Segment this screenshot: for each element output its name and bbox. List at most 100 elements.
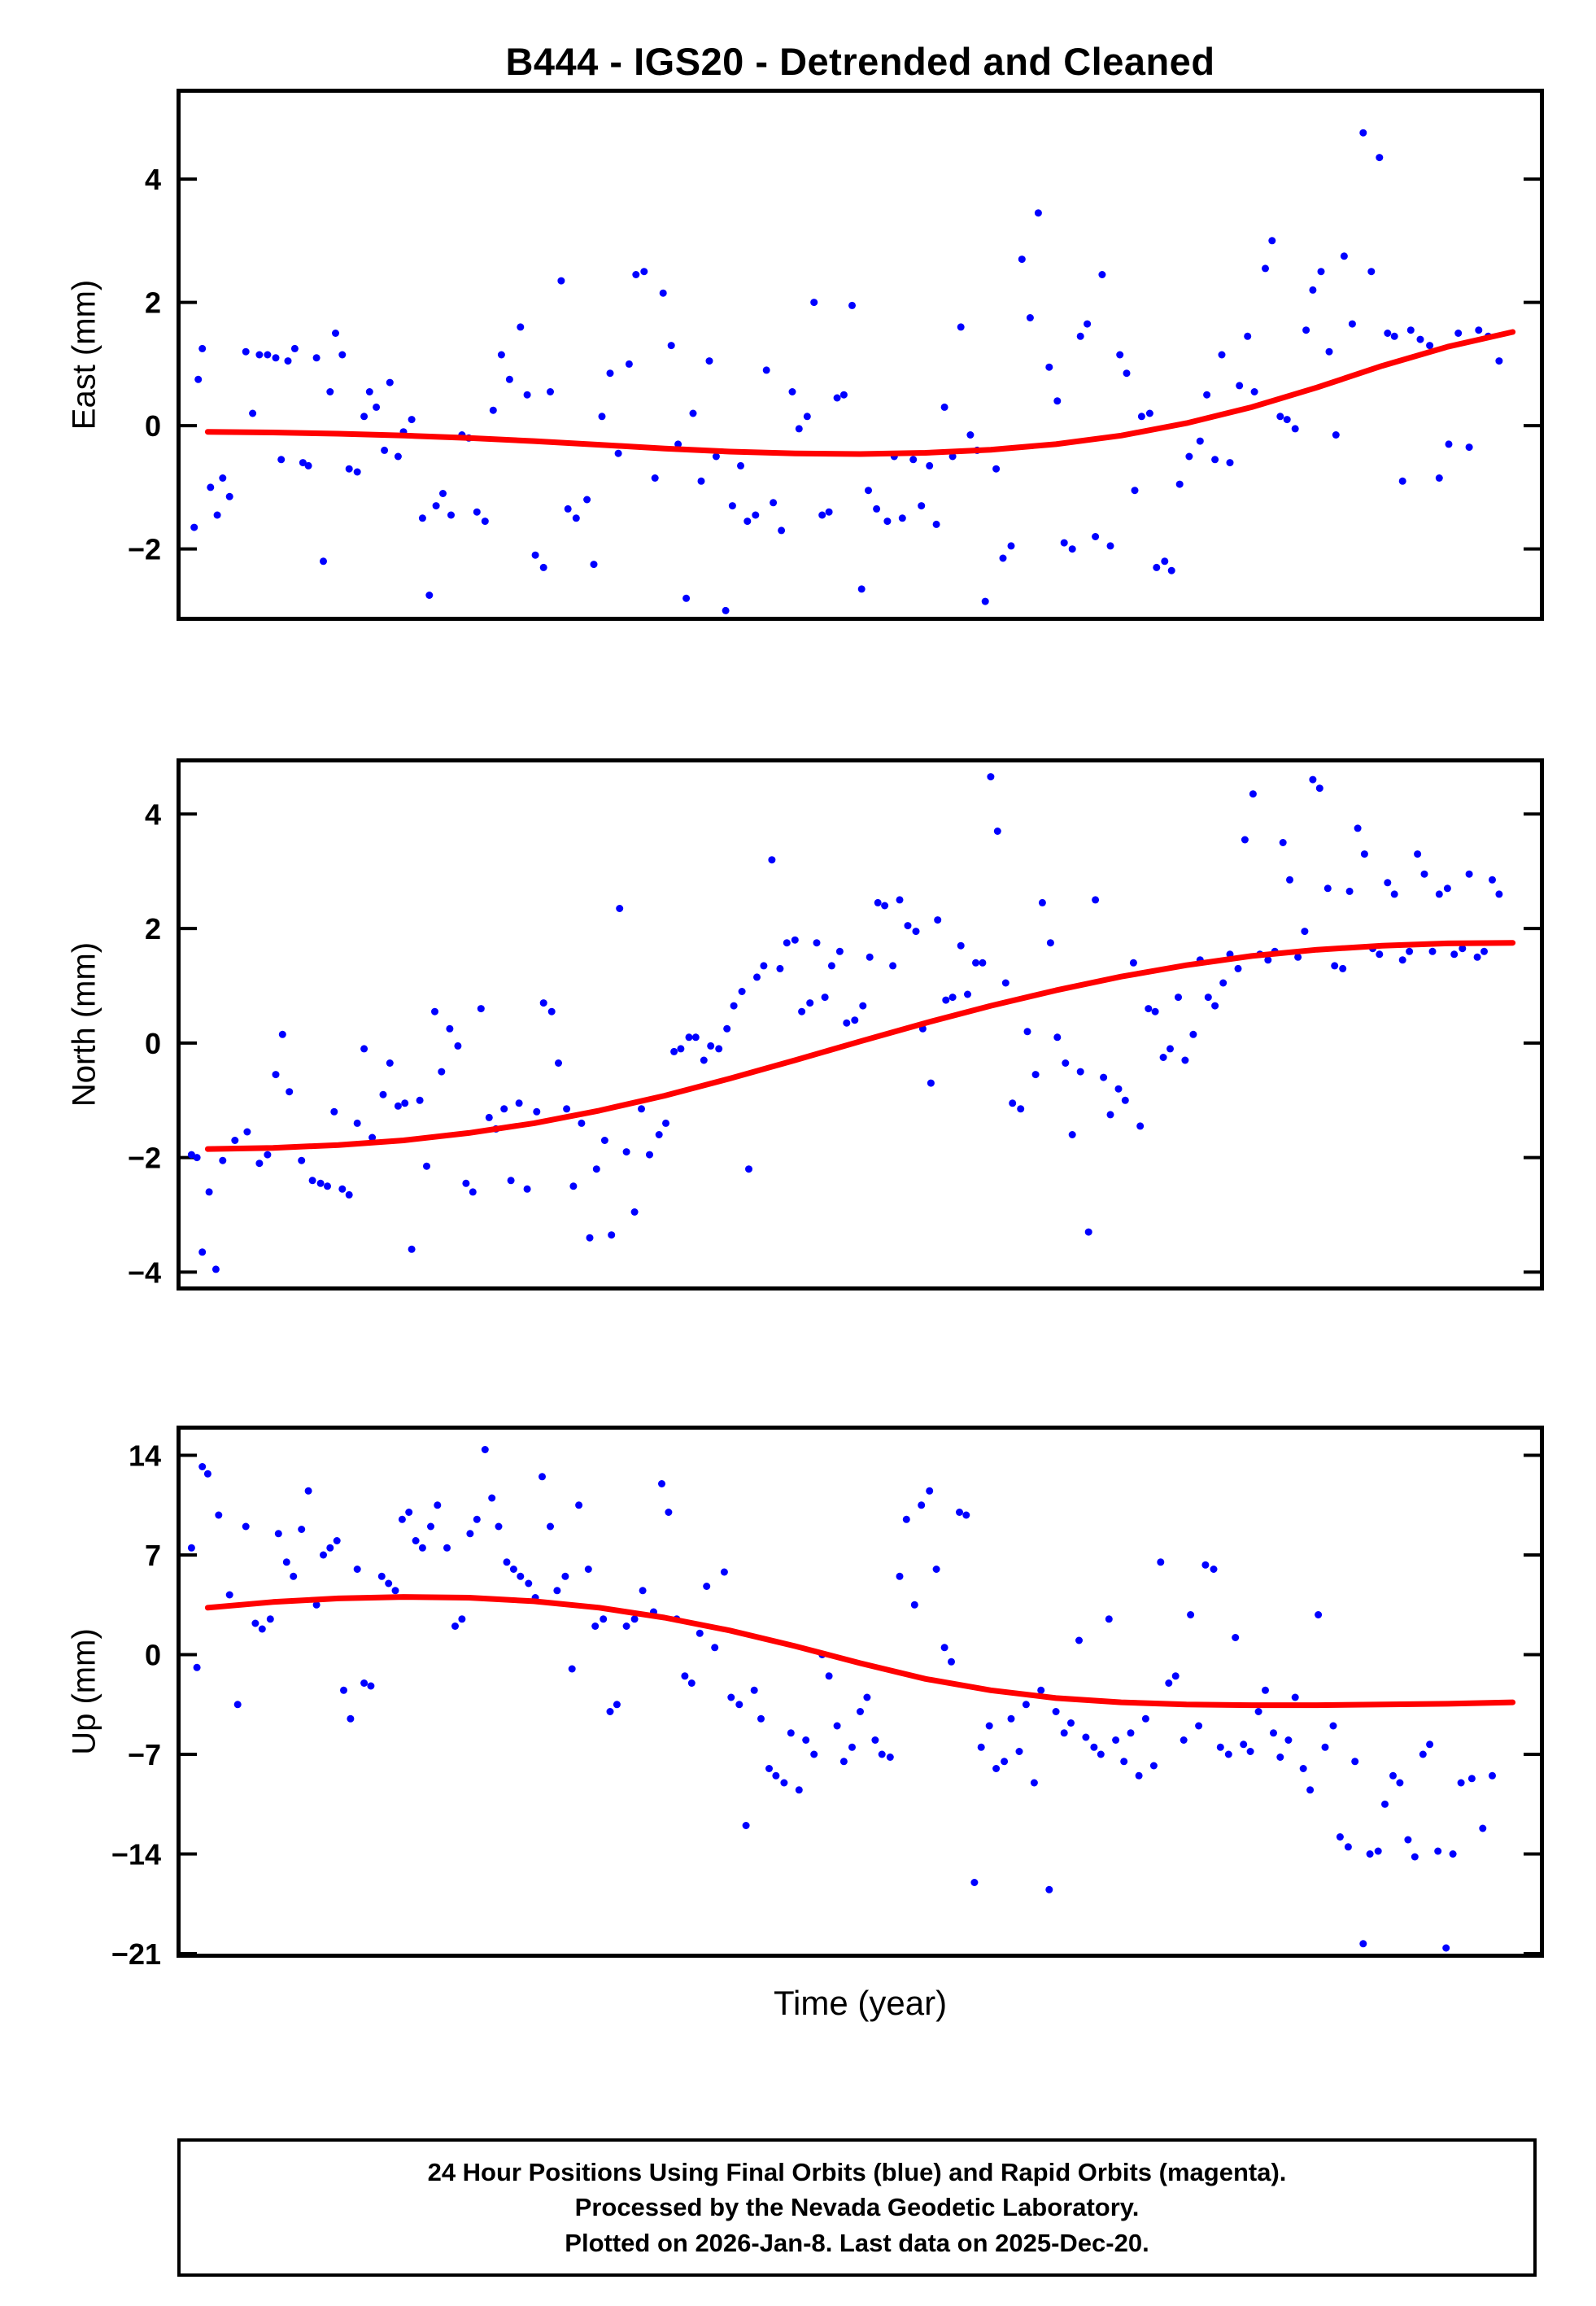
data-point	[1495, 357, 1503, 365]
data-point	[1442, 1944, 1450, 1952]
data-point	[970, 1879, 979, 1886]
data-point	[1264, 956, 1272, 964]
data-point	[394, 452, 402, 461]
data-point	[1038, 898, 1046, 906]
data-point	[687, 1679, 696, 1687]
data-point	[539, 999, 547, 1007]
data-point	[1015, 1748, 1023, 1755]
data-point	[547, 1522, 554, 1531]
data-point	[1301, 928, 1309, 936]
data-point	[1151, 1007, 1159, 1015]
data-point	[1336, 1833, 1344, 1841]
data-point	[1250, 388, 1258, 395]
data-point	[1268, 237, 1276, 245]
data-point	[1009, 1099, 1017, 1107]
data-point	[848, 1743, 856, 1751]
data-point	[711, 1644, 719, 1652]
data-point	[304, 461, 312, 469]
data-point	[481, 518, 489, 526]
data-point	[667, 342, 675, 350]
data-point	[1185, 452, 1193, 461]
data-point	[1105, 1615, 1113, 1623]
data-point	[1291, 425, 1299, 433]
data-point	[1284, 1736, 1293, 1744]
data-point	[1454, 330, 1463, 337]
data-point	[523, 1185, 531, 1193]
data-point	[1204, 994, 1212, 1002]
y-tick-label: 0	[145, 1027, 161, 1060]
data-point	[190, 523, 198, 531]
data-point	[1097, 1750, 1105, 1758]
data-point	[1389, 1771, 1397, 1780]
data-point	[788, 388, 796, 395]
data-point	[1068, 1131, 1076, 1138]
data-point	[547, 388, 554, 395]
data-point	[616, 905, 624, 912]
data-point	[1473, 953, 1481, 961]
data-point	[827, 962, 835, 970]
data-point	[670, 1047, 678, 1055]
data-point	[1406, 947, 1414, 955]
data-point	[715, 1045, 723, 1053]
data-point	[1062, 1059, 1070, 1067]
y-tick-label: −2	[128, 1142, 161, 1175]
data-point	[1060, 539, 1068, 547]
data-point	[1406, 326, 1415, 334]
data-point	[743, 518, 752, 526]
data-point	[561, 1572, 569, 1580]
data-point	[1381, 1800, 1389, 1808]
trend-line	[204, 940, 1516, 1152]
data-point	[1053, 397, 1062, 405]
data-point	[423, 1162, 430, 1170]
data-point	[1123, 369, 1131, 378]
data-point	[948, 1657, 955, 1666]
data-point	[1090, 1743, 1098, 1751]
data-point	[584, 1566, 592, 1573]
data-point	[258, 1625, 266, 1633]
data-point	[286, 1088, 294, 1096]
data-point	[787, 1729, 795, 1737]
data-point	[458, 1615, 466, 1623]
data-point	[1189, 1030, 1197, 1038]
data-point	[1129, 959, 1137, 967]
data-point	[481, 1446, 489, 1453]
data-point	[630, 1615, 639, 1623]
data-point	[1136, 1122, 1145, 1130]
data-point	[469, 1188, 477, 1196]
y-tick-label: 0	[145, 1639, 161, 1672]
data-point	[333, 1537, 341, 1544]
data-point	[632, 271, 640, 278]
data-point	[1374, 1847, 1382, 1855]
data-point	[918, 502, 926, 510]
data-point	[1426, 1740, 1434, 1749]
data-point	[590, 561, 598, 569]
data-point	[1131, 487, 1139, 495]
data-point	[1106, 1111, 1114, 1119]
data-point	[1031, 1071, 1040, 1079]
data-point	[848, 301, 856, 309]
data-point	[977, 1743, 985, 1751]
data-point	[682, 594, 691, 602]
data-point	[753, 973, 761, 981]
data-point	[360, 413, 368, 421]
data-point	[385, 1579, 393, 1588]
data-point	[477, 1005, 485, 1013]
data-point	[757, 1714, 765, 1723]
data-point	[1276, 413, 1284, 421]
data-point	[778, 526, 786, 535]
data-point	[1116, 351, 1124, 359]
data-point	[203, 1470, 211, 1478]
data-point	[1445, 440, 1453, 448]
data-point	[1359, 129, 1367, 137]
data-point	[1254, 1708, 1262, 1715]
data-point	[1145, 1005, 1153, 1013]
data-point	[347, 1714, 355, 1723]
data-point	[622, 1622, 630, 1630]
data-point	[187, 1544, 195, 1552]
data-point	[312, 1601, 321, 1609]
data-point	[547, 1007, 556, 1015]
data-point	[193, 1663, 201, 1671]
data-point	[1153, 563, 1161, 571]
data-point	[703, 1583, 711, 1590]
